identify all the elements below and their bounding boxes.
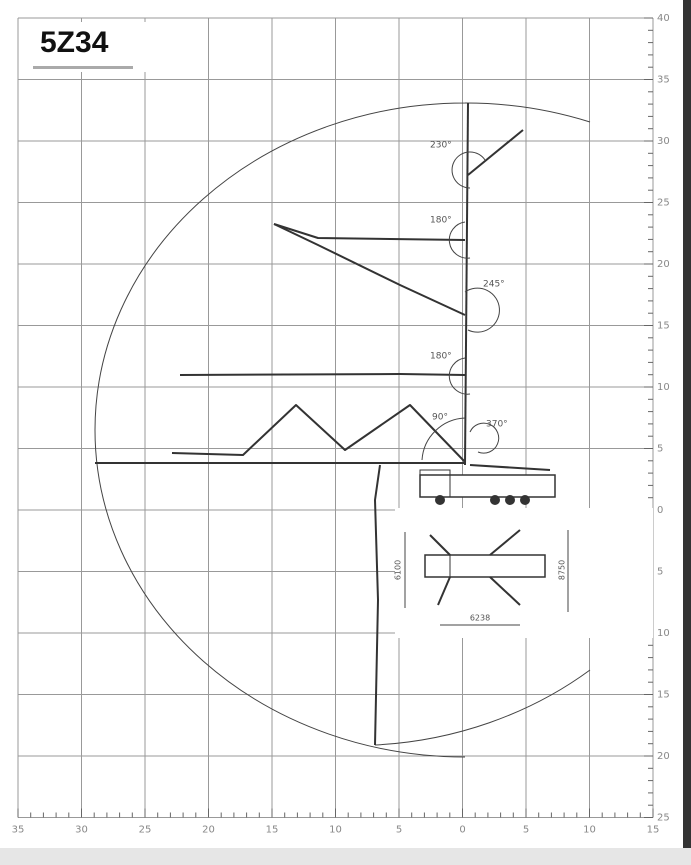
x-label: 0 <box>459 825 465 836</box>
boom-180-mid <box>179 373 466 376</box>
title-underline <box>33 66 133 69</box>
bottom-strip <box>0 848 691 865</box>
y-label: 25 <box>657 813 670 824</box>
grid <box>17 17 654 818</box>
x-label: 25 <box>139 825 152 836</box>
x-label: 15 <box>647 825 660 836</box>
reach-envelope <box>94 102 591 758</box>
boom-down <box>374 464 381 746</box>
y-label: 0 <box>657 505 663 516</box>
truck-plan <box>404 529 569 626</box>
y-label: 5 <box>657 567 663 578</box>
y-label: 5 <box>657 444 663 455</box>
title-box <box>22 22 146 72</box>
boom-tip-230 <box>467 129 524 176</box>
dimension-label: 6100 <box>394 560 403 580</box>
x-label: 5 <box>523 825 529 836</box>
x-label: 35 <box>12 825 25 836</box>
x-label: 10 <box>583 825 596 836</box>
arcs <box>421 151 500 461</box>
angle-label: 230° <box>430 141 452 151</box>
y-label: 40 <box>657 13 670 24</box>
angle-label: 90° <box>432 413 448 423</box>
reach-envelope-lower <box>374 669 591 746</box>
boom-zigzag <box>171 404 466 463</box>
angle-label: 180° <box>430 352 452 362</box>
y-label: 10 <box>657 382 670 393</box>
boom-180-top <box>273 223 466 241</box>
y-label: 15 <box>657 690 670 701</box>
x-label: 5 <box>396 825 402 836</box>
dimension-label: 6238 <box>470 614 490 623</box>
x-label: 20 <box>202 825 215 836</box>
plan-area <box>395 508 653 638</box>
x-label: 15 <box>266 825 279 836</box>
angle-label: 180° <box>430 216 452 226</box>
truck-side <box>419 464 556 505</box>
x-label: 30 <box>75 825 88 836</box>
y-label: 30 <box>657 136 670 147</box>
y-label: 20 <box>657 751 670 762</box>
boom-vertical <box>464 102 469 466</box>
dimension-label: 8750 <box>558 560 567 580</box>
y-label: 20 <box>657 259 670 270</box>
boom-245 <box>273 223 466 316</box>
y-label: 25 <box>657 198 670 209</box>
booms <box>95 102 524 746</box>
angle-label: 245° <box>483 280 505 290</box>
y-label: 35 <box>657 75 670 86</box>
y-label: 15 <box>657 321 670 332</box>
x-label: 10 <box>329 825 342 836</box>
y-label: 10 <box>657 628 670 639</box>
edge-shadow <box>683 0 691 865</box>
angle-label: 370° <box>486 420 508 430</box>
title: 5Z34 <box>40 26 109 59</box>
axis-labels: 35 30 25 20 15 10 5 0 5 10 15 40 35 30 25 20 15 10 5 0 5 10 15… <box>12 13 670 836</box>
